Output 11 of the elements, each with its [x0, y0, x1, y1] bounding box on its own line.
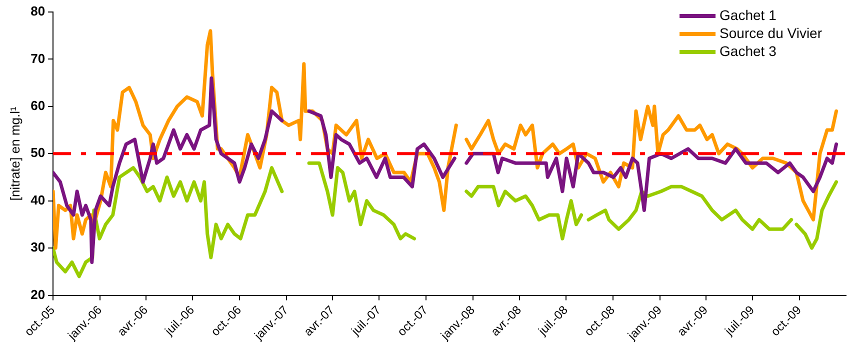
legend-label: Source du Vivier — [720, 24, 822, 41]
y-tick-label: 50 — [30, 145, 46, 160]
legend-label: Gachet 1 — [720, 6, 777, 23]
y-tick-label: 20 — [30, 286, 46, 302]
y-tick-label: 30 — [30, 240, 46, 255]
y-tick-label: 70 — [30, 50, 46, 66]
legend-label: Gachet 3 — [720, 42, 777, 59]
y-tick-label: 60 — [30, 98, 46, 113]
y-axis-title: [nitrate] en mg.l¹ — [7, 106, 22, 201]
y-tick-label: 80 — [30, 4, 46, 19]
y-tick-label: 40 — [30, 192, 46, 208]
